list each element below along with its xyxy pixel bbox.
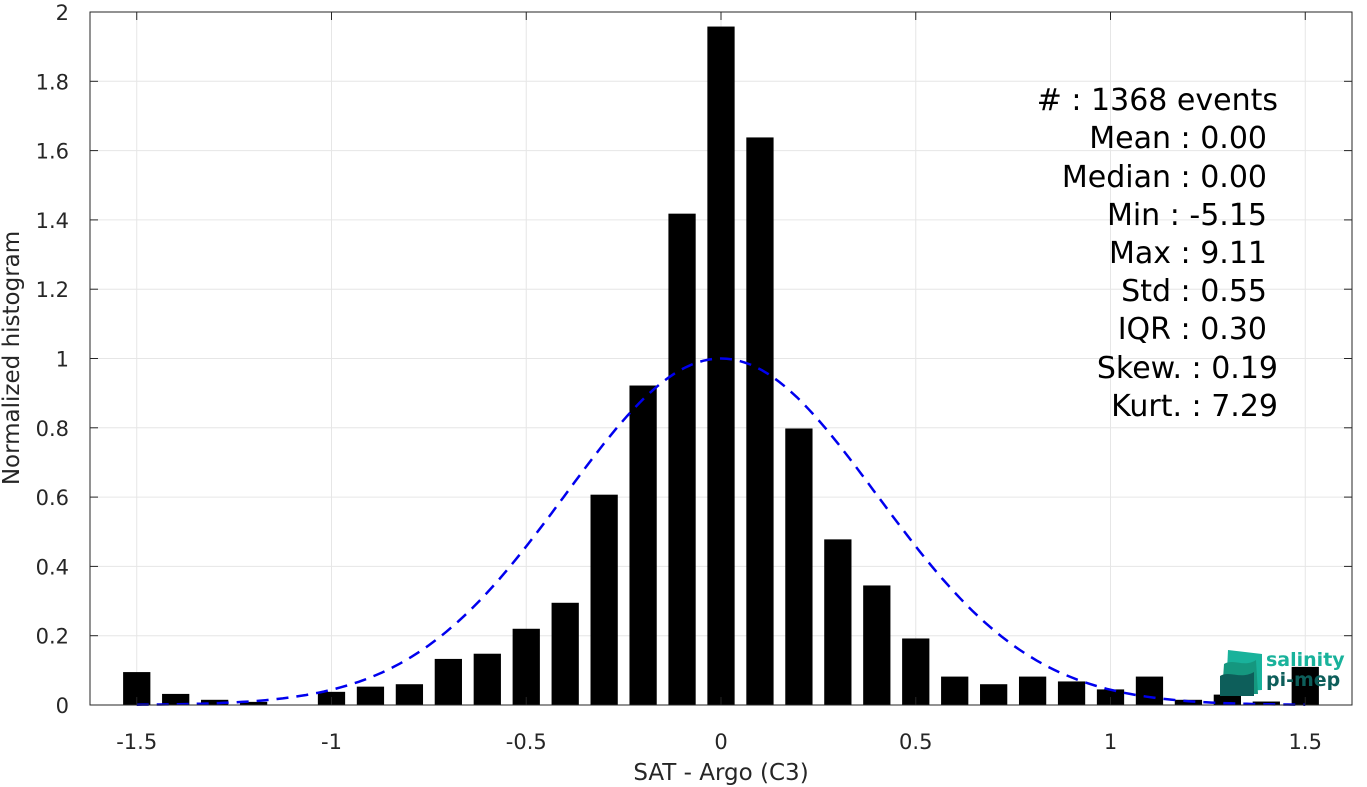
bar-18 [824,539,852,705]
bar-21 [941,676,969,705]
bar-22 [980,684,1008,705]
y-tick-label-6: 1.2 [36,278,69,302]
x-tick-label-1: -1 [321,730,342,754]
y-axis-label: Normalized histogram [0,231,25,485]
bar-28 [1213,694,1241,705]
y-tick-label-10: 2 [56,1,69,25]
bar-8 [434,658,462,705]
bar-7 [395,684,424,705]
bar-1 [162,693,190,705]
bar-24 [1057,681,1086,705]
bar-19 [863,585,891,705]
y-tick-labels: 0 0.2 0.4 0.6 0.8 1 1.2 1.4 1.6 1.8 2 [36,1,69,718]
y-tick-label-7: 1.4 [36,209,69,233]
bar-13 [629,385,657,705]
bar-20 [902,638,930,705]
histogram-bars [123,26,1319,706]
y-tick-label-1: 0.2 [36,625,69,649]
y-tick-label-8: 1.6 [36,140,69,164]
x-tick-label-4: 0.5 [899,730,932,754]
stat-kurt: Kurt. : 7.29 [1111,389,1278,424]
x-tick-label-3: 0 [714,730,727,754]
normal-fit-curve [136,357,1306,706]
y-tick-label-3: 0.6 [36,486,69,510]
salinity-pimep-logo: salinity pi-mep [1220,649,1345,696]
y-tick-label-0: 0 [56,694,69,718]
axis-ticks [90,11,1352,706]
bar-15 [707,26,735,706]
x-tick-label-6: 1.5 [1289,730,1322,754]
stat-mean: Mean : 0.00 [1089,121,1267,156]
x-axis-label: SAT - Argo (C3) [633,760,808,786]
bar-9 [473,653,501,705]
y-tick-label-2: 0.4 [36,555,69,579]
y-tick-label-4: 0.8 [36,417,69,441]
bar-3 [239,701,268,705]
bar-11 [551,602,579,705]
bar-6 [356,686,385,705]
bar-23 [1018,676,1047,705]
stats-box: # : 1368 events Mean : 0.00 Median : 0.0… [1037,83,1278,424]
x-tick-label-2: -0.5 [506,730,547,754]
bar-12 [590,494,618,705]
bar-2 [201,699,229,705]
y-tick-label-9: 1.8 [36,70,69,94]
x-tick-labels: -1.5 -1 -0.5 0 0.5 1 1.5 [116,730,1322,754]
stat-max: Max : 9.11 [1109,236,1267,271]
y-tick-label-5: 1 [56,348,69,372]
stat-iqr: IQR : 0.30 [1118,312,1267,347]
stat-events: # : 1368 events [1037,83,1278,118]
wave-logo-icon [1220,650,1262,696]
logo-line2: pi-mep [1266,669,1340,691]
stat-min: Min : -5.15 [1107,198,1267,233]
stat-median: Median : 0.00 [1062,160,1267,195]
logo-line1: salinity [1266,649,1345,671]
bar-17 [785,428,813,705]
x-tick-label-5: 1 [1104,730,1117,754]
bar-14 [668,213,696,705]
x-tick-label-0: -1.5 [116,730,157,754]
stat-skew: Skew. : 0.19 [1097,351,1278,386]
stat-std: Std : 0.55 [1121,274,1267,309]
bar-16 [746,137,774,706]
bar-26 [1135,676,1164,705]
bar-10 [512,628,540,705]
